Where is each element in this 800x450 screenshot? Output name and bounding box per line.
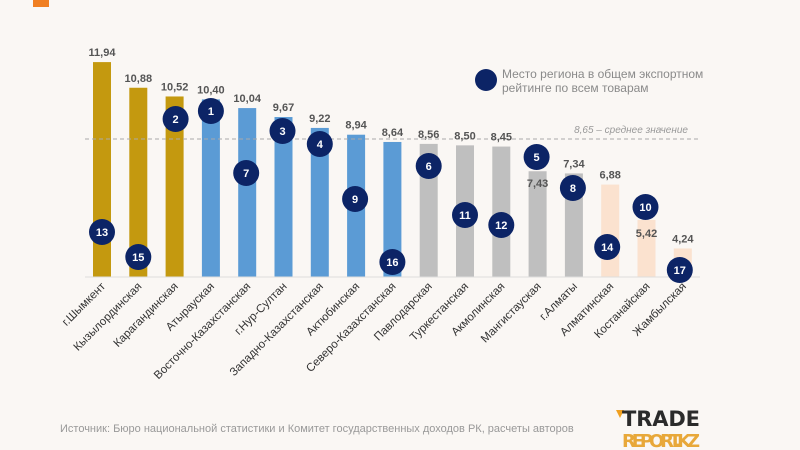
bar [310,127,329,277]
rank-circle [666,257,693,283]
logo: TRADE REPORT.KZ [616,407,700,450]
rank-badge: 7 [233,160,260,186]
bar [383,141,402,277]
rank-badge: 9 [342,186,369,212]
category-label: Кызылординская [72,281,145,354]
rank-number: 8 [570,183,576,195]
rank-number: 10 [639,202,651,214]
average-label: 8,65 – среднее значение [574,125,688,136]
bar [492,146,511,277]
bar [238,108,257,277]
value-label: 9,67 [273,102,294,114]
legend-line-1: Место региона в общем экспортном [502,67,703,81]
rank-circle [488,212,515,238]
value-label: 8,45 [491,132,512,144]
value-label: 11,94 [89,47,117,59]
rank-badge: 4 [306,131,333,157]
rank-number: 5 [534,152,540,164]
value-label: 10,40 [197,84,225,96]
rank-circle [197,98,224,124]
value-label: 10,88 [125,73,153,85]
rank-number: 17 [674,265,686,277]
rank-circle [233,160,260,186]
rank-number: 4 [317,139,324,151]
value-label: 7,43 [527,178,548,190]
rank-circle [379,249,406,275]
rank-badge: 13 [89,219,115,245]
rank-number: 1 [208,106,214,118]
bar [637,219,656,277]
rank-circle [415,153,442,179]
rank-badge: 15 [125,244,152,270]
rank-circle [452,202,478,228]
rank-circle [523,144,550,170]
source-note: Источник: Бюро национальной статистики и… [60,423,574,435]
rank-circle [632,194,659,220]
rank-circle [269,118,296,144]
rank-number: 15 [132,252,144,264]
legend: Место региона в общем экспортном рейтинг… [475,67,703,95]
rank-number: 11 [459,210,471,222]
rank-badge: 10 [632,194,659,220]
rank-number: 13 [96,227,108,239]
value-label: 10,04 [233,93,261,105]
rank-badge: 16 [379,249,406,275]
rank-badge: 2 [162,106,189,132]
value-label: 10,52 [161,81,189,93]
rank-circle [306,131,333,157]
value-label: 7,34 [563,158,585,170]
value-label: 8,50 [454,130,475,142]
rank-circle [125,244,152,270]
rank-circle [162,106,189,132]
value-label: 5,42 [636,228,657,240]
svg-text:TRADE: TRADE [622,407,700,431]
rank-number: 3 [279,126,285,138]
bar [601,184,620,277]
rank-number: 9 [352,194,358,206]
svg-text:REPORT.KZ: REPORT.KZ [622,431,700,450]
rank-badge: 12 [488,212,515,238]
value-label: 8,56 [418,129,439,141]
legend-circle-icon [475,69,497,91]
rank-number: 16 [386,257,398,269]
accent-square [33,0,49,7]
legend-line-2: рейтинге по всем товарам [502,81,649,95]
rank-badge: 5 [523,144,550,170]
rank-badge: 17 [666,257,693,283]
bar [201,99,220,277]
rank-number: 2 [173,114,179,126]
rank-number: 14 [601,242,614,254]
rank-number: 7 [243,168,249,180]
rank-badge: 11 [452,202,478,228]
rank-badge: 3 [269,118,296,144]
bar [528,171,547,277]
rank-badge: 14 [594,234,621,260]
value-label: 6,88 [599,170,620,182]
rank-number: 12 [495,220,507,232]
value-label: 8,94 [345,120,367,132]
rank-badge: 1 [197,98,224,124]
rank-circle [89,219,115,245]
bar [165,96,184,277]
value-label: 9,22 [309,113,330,125]
bar [129,87,148,277]
rank-circle [342,186,369,212]
value-label: 4,24 [672,233,694,245]
value-label: 8,64 [382,127,404,139]
rank-circle [594,234,621,260]
rank-badge: 8 [559,175,586,201]
rank-circle [559,175,586,201]
category-label: Карагандинская [112,281,181,350]
bar [274,117,293,278]
rank-number: 6 [426,161,432,173]
rank-badge: 6 [415,153,442,179]
